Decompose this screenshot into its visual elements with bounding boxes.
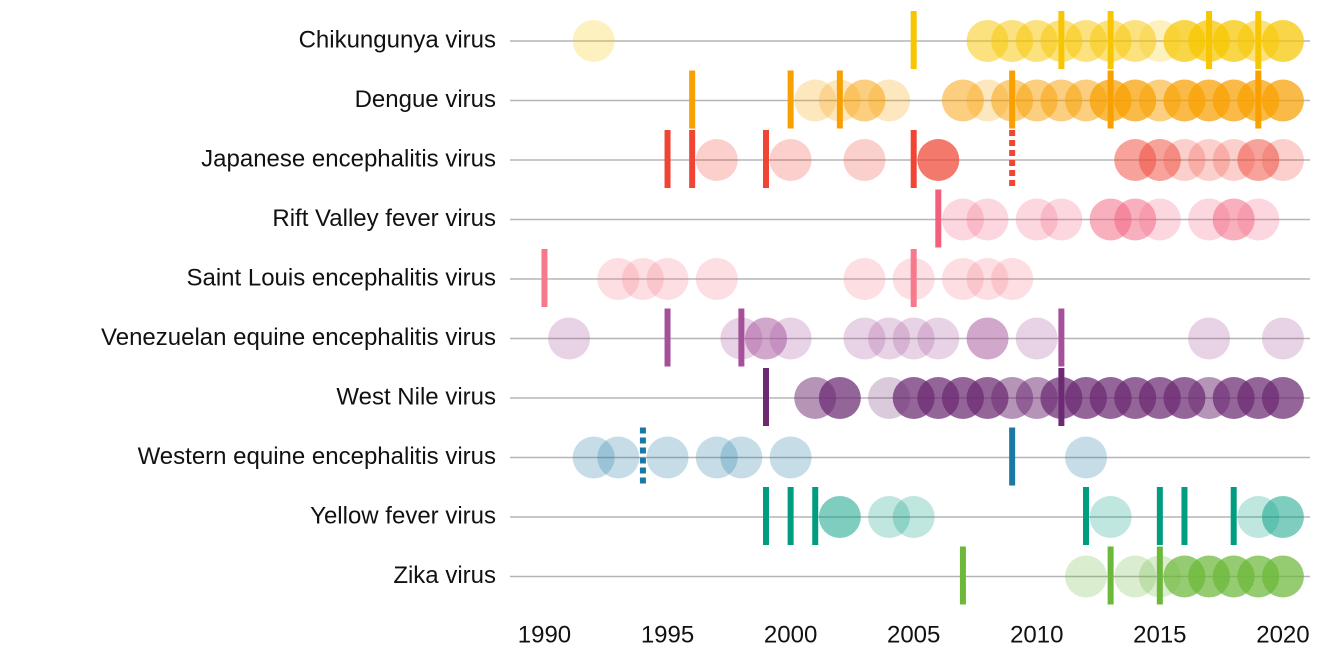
year-dot <box>1261 20 1304 62</box>
year-dot <box>892 317 935 360</box>
year-dot <box>1015 198 1058 241</box>
row-label: Rift Valley fever virus <box>272 205 496 232</box>
year-dot <box>843 79 886 122</box>
year-dot <box>966 317 1009 360</box>
row-label: Western equine encephalitis virus <box>138 443 496 470</box>
row-label: West Nile virus <box>336 383 496 410</box>
year-dot <box>1237 139 1280 181</box>
year-dot <box>1261 555 1304 598</box>
year-dot <box>868 496 911 538</box>
year-dot <box>1114 555 1157 598</box>
year-dot <box>1015 317 1058 360</box>
year-dot <box>892 496 935 538</box>
year-dot <box>1261 317 1304 360</box>
year-dot <box>941 258 984 300</box>
year-dot <box>843 258 886 300</box>
circles <box>941 198 1280 241</box>
year-dot <box>597 436 640 479</box>
circles <box>695 139 1304 181</box>
circles <box>1065 555 1304 598</box>
year-dot <box>843 317 886 360</box>
year-dot <box>695 139 738 181</box>
year-dot <box>1138 139 1181 181</box>
year-dot <box>868 79 911 122</box>
year-dot <box>769 436 812 479</box>
year-dot <box>794 79 837 122</box>
year-dot <box>941 198 984 241</box>
x-tick-label: 2000 <box>764 621 817 648</box>
year-dot <box>1040 198 1083 241</box>
circles <box>794 377 1304 419</box>
circles <box>794 79 1304 122</box>
row-label: Chikungunya virus <box>299 26 496 53</box>
circles <box>572 436 1107 479</box>
year-dot <box>572 436 615 479</box>
row-label: Saint Louis encephalitis virus <box>186 264 496 291</box>
year-dot <box>621 258 664 300</box>
year-dot <box>1212 198 1255 241</box>
year-dot <box>1138 198 1181 241</box>
row-label: Zika virus <box>393 562 496 589</box>
x-tick-label: 2005 <box>887 621 940 648</box>
year-dot <box>941 79 984 122</box>
row-label: Japanese encephalitis virus <box>201 145 496 172</box>
x-tick-label: 2015 <box>1133 621 1186 648</box>
year-dot <box>1163 139 1206 181</box>
year-dot <box>1261 377 1304 419</box>
year-dot <box>1065 436 1107 479</box>
year-dot <box>1188 317 1231 360</box>
year-dot <box>745 317 787 360</box>
year-dot <box>917 317 960 360</box>
year-dot <box>818 377 861 419</box>
year-dot <box>695 436 738 479</box>
year-dot <box>843 139 886 181</box>
year-dot <box>1261 139 1304 181</box>
year-dot <box>966 198 1009 241</box>
x-tick-label: 2020 <box>1256 621 1309 648</box>
year-dot <box>572 20 615 62</box>
year-dot <box>1188 139 1231 181</box>
year-dot <box>646 258 689 300</box>
row-label: Venezuelan equine encephalitis virus <box>101 324 496 351</box>
year-dot <box>1089 496 1132 538</box>
year-dot <box>966 258 1009 300</box>
year-dot <box>769 139 812 181</box>
year-dot <box>769 317 812 360</box>
year-dot <box>917 139 960 181</box>
year-dot <box>818 496 861 538</box>
year-dot <box>720 436 763 479</box>
year-dot <box>991 258 1034 300</box>
year-dot <box>1261 79 1304 122</box>
year-dot <box>1065 555 1107 598</box>
x-tick-label: 2010 <box>1010 621 1063 648</box>
year-dot <box>646 436 689 479</box>
row-label: Yellow fever virus <box>310 502 496 529</box>
year-dot <box>868 317 911 360</box>
year-dot <box>1114 20 1157 62</box>
year-dot <box>1237 198 1280 241</box>
circles <box>818 496 1304 538</box>
year-dot <box>1261 496 1304 538</box>
year-dot <box>695 258 738 300</box>
year-dot <box>597 258 640 300</box>
row-label: Dengue virus <box>355 86 496 113</box>
year-dot <box>1114 198 1157 241</box>
year-dot <box>548 317 591 360</box>
circles <box>597 258 1034 300</box>
x-tick-label: 1995 <box>641 621 694 648</box>
x-tick-label: 1990 <box>518 621 571 648</box>
